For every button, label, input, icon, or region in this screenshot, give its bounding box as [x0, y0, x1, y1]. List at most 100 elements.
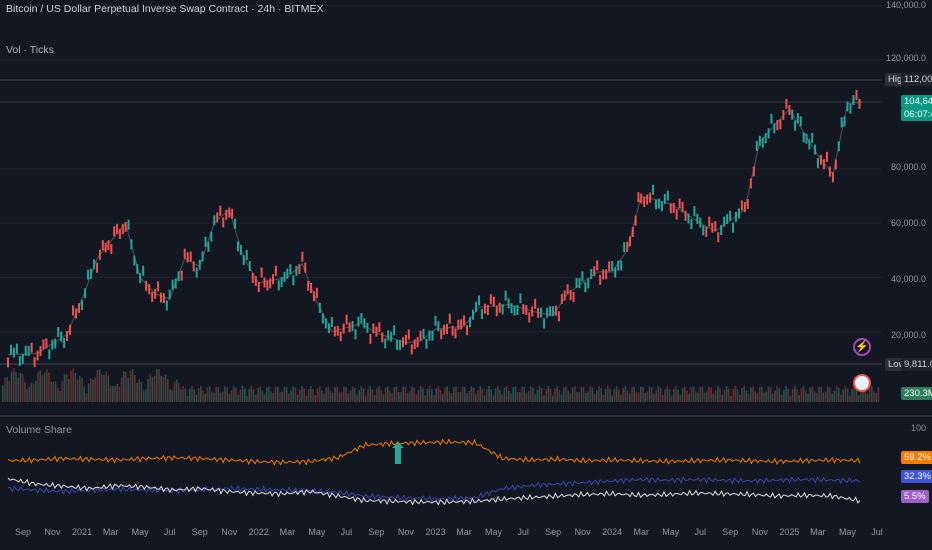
volume-study-label[interactable]: Vol · Ticks	[6, 44, 54, 56]
volume-bar	[846, 388, 849, 402]
price-candle	[605, 269, 608, 280]
price-candle	[360, 313, 363, 324]
x-tick-label: Nov	[397, 527, 414, 537]
price-candle	[242, 255, 245, 266]
price-candle	[799, 116, 802, 127]
volume-bar	[105, 371, 107, 402]
x-tick-label: Sep	[368, 527, 385, 537]
volume-bar	[158, 368, 160, 402]
volume-bar	[281, 391, 283, 402]
volume-bar	[285, 387, 288, 402]
price-candle	[78, 303, 81, 314]
volume-bar	[695, 391, 697, 402]
volume-bar	[237, 394, 239, 402]
volume-bar	[332, 392, 334, 402]
x-tick-label: Mar	[633, 527, 649, 537]
volume-bar	[19, 372, 22, 402]
volume-bar	[325, 387, 327, 402]
volume-bar	[866, 394, 869, 402]
price-candle	[802, 132, 805, 143]
volume-bar	[156, 368, 158, 402]
price-candle	[266, 280, 269, 291]
volume-bar	[609, 388, 611, 402]
price-candle	[222, 217, 225, 228]
x-tick-label: Sep	[722, 527, 739, 537]
volume-bar	[171, 390, 173, 402]
volume-bar	[565, 386, 567, 402]
price-candle	[219, 205, 222, 216]
price-candle	[260, 267, 263, 278]
lightning-event-icon[interactable]: ⚡	[853, 338, 871, 356]
volume-bar	[215, 386, 217, 402]
volume-bar	[666, 386, 668, 402]
volume-bar	[618, 389, 620, 402]
volume-bar	[827, 386, 829, 402]
volume-bar	[92, 379, 94, 402]
x-tick-label: May	[838, 527, 856, 537]
volume-bar	[677, 389, 679, 402]
volume-bar	[703, 392, 706, 402]
price-candle	[375, 326, 378, 337]
share-line-blue	[7, 476, 861, 503]
volume-bar	[173, 381, 176, 402]
price-candle	[254, 276, 257, 287]
volume-bar	[710, 387, 712, 402]
volume-bar	[851, 388, 853, 402]
volume-bar	[246, 395, 248, 402]
price-candle	[643, 197, 646, 208]
volume-bar	[829, 387, 831, 402]
volume-bar	[112, 385, 114, 402]
price-candle	[599, 274, 602, 285]
volume-bar	[541, 388, 543, 402]
price-candle	[546, 307, 549, 318]
volume-bar	[844, 386, 847, 402]
price-candle	[779, 119, 782, 130]
volume-bar	[719, 387, 721, 402]
volume-bar	[662, 394, 664, 402]
volume-bar	[547, 386, 550, 402]
price-candle	[811, 132, 814, 143]
price-candle	[657, 198, 660, 209]
price-candle	[663, 193, 666, 204]
volume-bar	[558, 389, 561, 402]
volume-bar	[10, 371, 13, 402]
price-candle	[148, 284, 151, 295]
price-candle	[858, 98, 861, 109]
price-candle	[434, 315, 437, 326]
price-candle	[96, 262, 99, 273]
volume-bar	[65, 374, 68, 402]
volume-bar	[809, 387, 811, 402]
volume-bar	[651, 387, 653, 402]
volume-bar	[244, 388, 246, 402]
price-candle	[623, 242, 626, 253]
volume-bar	[37, 372, 39, 402]
us-flag-event-icon[interactable]	[853, 374, 871, 392]
volume-bar	[118, 386, 121, 402]
volume-bar	[288, 393, 290, 402]
price-candle	[116, 223, 119, 234]
price-candle	[843, 116, 846, 127]
price-candle	[42, 339, 45, 350]
volume-bar	[556, 386, 558, 402]
y-tick-label: 60,000.0	[890, 218, 926, 228]
volume-bar	[160, 375, 162, 402]
share-tag-purple: 5.5%	[901, 490, 929, 503]
volume-bar	[501, 394, 503, 402]
price-candle	[819, 154, 822, 165]
price-candle	[318, 302, 321, 313]
price-candle	[634, 215, 637, 226]
price-candle	[113, 226, 116, 237]
volume-bar	[741, 388, 743, 402]
volume-bar	[138, 379, 140, 402]
volume-bar	[362, 388, 365, 402]
volume-share-title[interactable]: Volume Share	[6, 424, 72, 436]
x-tick-label: Mar	[102, 527, 119, 537]
price-candle	[534, 298, 537, 309]
volume-bar	[175, 379, 178, 402]
price-candle	[557, 311, 560, 322]
price-candle	[7, 357, 9, 368]
y-tick-label: 40,000.0	[890, 274, 926, 284]
volume-bar	[186, 395, 189, 402]
volume-bar	[831, 393, 833, 402]
